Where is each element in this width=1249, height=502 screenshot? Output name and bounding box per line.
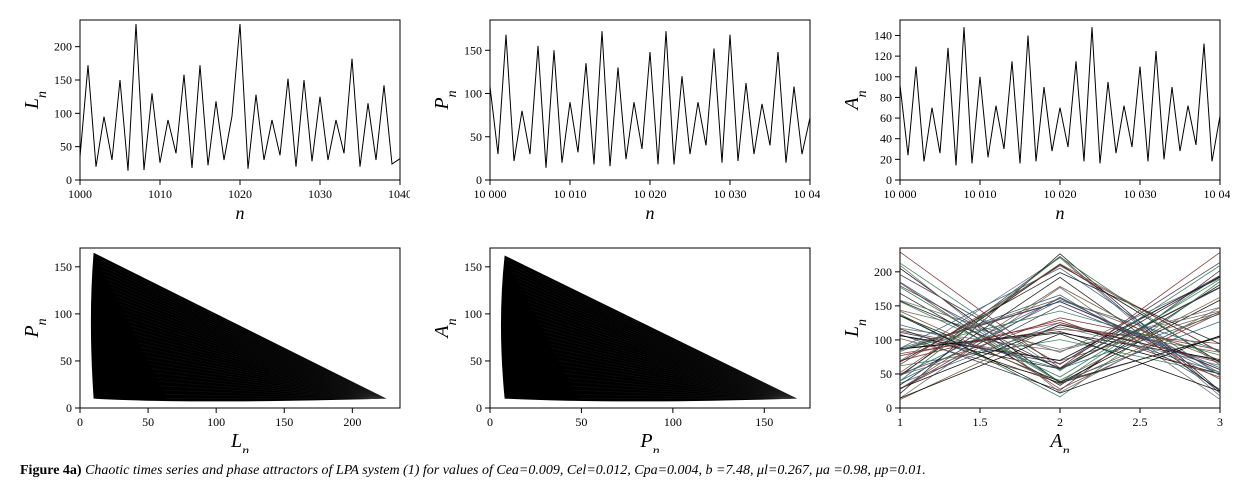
svg-text:150: 150: [54, 73, 72, 87]
svg-text:0: 0: [476, 401, 482, 415]
caption-text: Chaotic times series and phase attractor…: [82, 463, 926, 478]
svg-text:An: An: [431, 318, 460, 339]
chart-svg: 0 50 100 150 0 50 100 150 Pn An: [430, 238, 820, 453]
chart-svg: 1000 1010 1020 1030 1040 0 50 100 150 200 n Ln: [20, 10, 410, 225]
svg-text:Ln: Ln: [21, 91, 50, 110]
chart-svg: 10 000 10 010 10 020 10 030 10 040 0 20 40 60 80 1…: [840, 10, 1230, 225]
chart-panel-spaghetti-LA: 1 1.5 2 2.5 3 0 50 100 150 200 An Ln: [840, 238, 1230, 456]
svg-text:0: 0: [886, 401, 892, 415]
chart-panel-ts-P: 10 000 10 010 10 020 10 030 10 040 0 50 100 150 n…: [430, 10, 820, 228]
svg-text:1.5: 1.5: [973, 415, 988, 429]
svg-text:50: 50: [60, 353, 72, 367]
svg-text:100: 100: [464, 87, 482, 101]
svg-text:1: 1: [897, 415, 903, 429]
svg-text:n: n: [646, 203, 655, 223]
svg-text:3: 3: [1217, 415, 1223, 429]
svg-text:50: 50: [575, 415, 587, 429]
svg-text:100: 100: [874, 70, 892, 84]
svg-text:1040: 1040: [388, 187, 410, 201]
svg-text:10 000: 10 000: [884, 187, 917, 201]
svg-text:100: 100: [207, 415, 225, 429]
chart-panel-ts-A: 10 000 10 010 10 020 10 030 10 040 0 20 40 60 80 1…: [840, 10, 1230, 228]
svg-text:n: n: [236, 203, 245, 223]
svg-text:0: 0: [476, 173, 482, 187]
svg-text:20: 20: [880, 152, 892, 166]
svg-text:10 040: 10 040: [794, 187, 821, 201]
svg-text:80: 80: [880, 90, 892, 104]
svg-text:50: 50: [880, 366, 892, 380]
svg-text:2: 2: [1057, 415, 1063, 429]
svg-text:1030: 1030: [308, 187, 332, 201]
svg-text:n: n: [1056, 203, 1065, 223]
svg-text:150: 150: [874, 298, 892, 312]
svg-text:Pn: Pn: [639, 430, 659, 453]
svg-text:120: 120: [874, 49, 892, 63]
svg-text:10 020: 10 020: [1044, 187, 1077, 201]
svg-text:50: 50: [142, 415, 154, 429]
svg-text:2.5: 2.5: [1133, 415, 1148, 429]
svg-text:0: 0: [66, 173, 72, 187]
svg-text:60: 60: [880, 111, 892, 125]
svg-text:100: 100: [874, 332, 892, 346]
chart-svg: 0 50 100 150 200 0 50 100 150 Ln Pn: [20, 238, 410, 453]
caption-label: Figure 4a): [20, 463, 82, 478]
svg-text:50: 50: [470, 130, 482, 144]
svg-text:10 010: 10 010: [554, 187, 587, 201]
svg-text:100: 100: [464, 306, 482, 320]
chart-svg: 1 1.5 2 2.5 3 0 50 100 150 200 An Ln: [840, 238, 1230, 453]
svg-text:0: 0: [886, 173, 892, 187]
chart-panel-ts-L: 1000 1010 1020 1030 1040 0 50 100 150 200 n Ln: [20, 10, 410, 228]
svg-text:0: 0: [66, 401, 72, 415]
svg-text:An: An: [1048, 430, 1069, 453]
svg-text:10 040: 10 040: [1204, 187, 1231, 201]
svg-text:150: 150: [275, 415, 293, 429]
svg-text:1000: 1000: [68, 187, 92, 201]
svg-text:150: 150: [464, 43, 482, 57]
svg-text:Ln: Ln: [230, 430, 249, 453]
figure-caption: Figure 4a) Chaotic times series and phas…: [20, 463, 1220, 479]
svg-text:150: 150: [464, 259, 482, 273]
chart-panel-phase-AP: 0 50 100 150 0 50 100 150 Pn An: [430, 238, 820, 456]
svg-text:1020: 1020: [228, 187, 252, 201]
svg-text:10 000: 10 000: [474, 187, 507, 201]
svg-text:100: 100: [54, 306, 72, 320]
svg-text:100: 100: [54, 106, 72, 120]
svg-text:Ln: Ln: [841, 318, 870, 337]
svg-text:150: 150: [54, 259, 72, 273]
svg-text:200: 200: [343, 415, 361, 429]
chart-grid: 10001010102010301040050100150200nLn10 00…: [20, 10, 1220, 455]
chart-svg: 10 000 10 010 10 020 10 030 10 040 0 50 100 150 n…: [430, 10, 820, 225]
svg-text:100: 100: [664, 415, 682, 429]
svg-text:Pn: Pn: [431, 90, 460, 110]
svg-text:10 020: 10 020: [634, 187, 667, 201]
svg-text:200: 200: [874, 264, 892, 278]
svg-text:An: An: [841, 90, 870, 111]
svg-text:150: 150: [755, 415, 773, 429]
svg-text:50: 50: [60, 140, 72, 154]
svg-text:10 030: 10 030: [714, 187, 747, 201]
svg-text:0: 0: [487, 415, 493, 429]
svg-text:1010: 1010: [148, 187, 172, 201]
svg-text:0: 0: [77, 415, 83, 429]
svg-text:Pn: Pn: [21, 318, 50, 338]
svg-text:10 030: 10 030: [1124, 187, 1157, 201]
svg-text:140: 140: [874, 28, 892, 42]
svg-text:50: 50: [470, 353, 482, 367]
chart-panel-phase-PL: 0 50 100 150 200 0 50 100 150 Ln Pn: [20, 238, 410, 456]
svg-text:10 010: 10 010: [964, 187, 997, 201]
svg-text:40: 40: [880, 132, 892, 146]
svg-text:200: 200: [54, 40, 72, 54]
